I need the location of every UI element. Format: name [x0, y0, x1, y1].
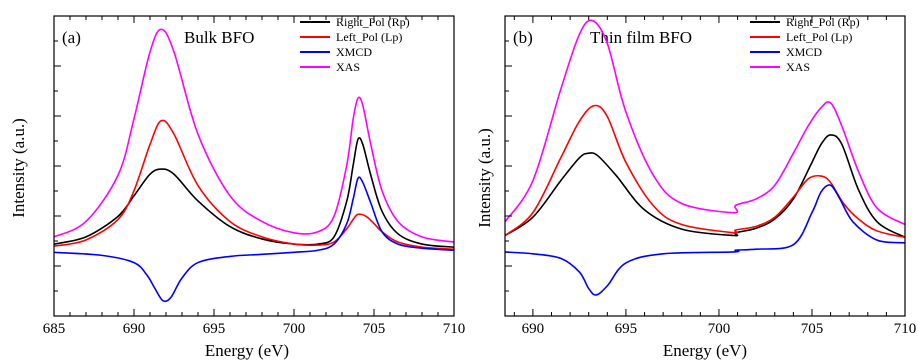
series-line-xas — [54, 29, 454, 242]
x-tick-label: 685 — [43, 321, 66, 337]
panel-b-y-axis-title: Intensity (a.u.) — [475, 128, 494, 228]
series-line-xas — [505, 20, 905, 224]
series-lines — [505, 20, 905, 295]
panel-b-x-axis-title: Energy (eV) — [663, 341, 747, 360]
plot-frame — [54, 16, 454, 316]
x-tick-label: 695 — [615, 321, 638, 337]
x-tick-label: 695 — [203, 321, 226, 337]
panel-b: (b) Thin film BFO Energy (eV) Intensity … — [475, 15, 916, 360]
panel-a: (a) Bulk BFO Energy (eV) Intensity (a.u.… — [9, 15, 465, 360]
panel-a-y-axis-title: Intensity (a.u.) — [9, 118, 28, 218]
legend-label: XMCD — [786, 45, 822, 59]
legend-label: XAS — [336, 60, 360, 74]
legend-label: Right_Pol (Rp) — [786, 15, 860, 29]
x-tick-label: 690 — [123, 321, 146, 337]
legend-label: Left_Pol (Lp) — [786, 30, 852, 44]
legend-label: Left_Pol (Lp) — [336, 30, 402, 44]
series-line-right-pol-rp — [54, 138, 454, 247]
legend-label: XMCD — [336, 45, 372, 59]
plot-frame — [505, 16, 905, 316]
x-tick-label: 700 — [283, 321, 306, 337]
panel-a-x-axis-title: Energy (eV) — [205, 341, 289, 360]
panel-a-title: Bulk BFO — [184, 28, 254, 47]
x-tick-label: 705 — [363, 321, 386, 337]
series-line-left-pol-lp — [505, 105, 905, 237]
x-tick-label: 690 — [522, 321, 545, 337]
panel-a-label: (a) — [62, 28, 81, 47]
legend-label: Right_Pol (Rp) — [336, 15, 410, 29]
x-tick-label: 700 — [708, 321, 731, 337]
x-tick-label: 710 — [443, 321, 466, 337]
series-lines — [54, 29, 454, 301]
x-tick-label: 710 — [894, 321, 917, 337]
series-line-xmcd — [505, 185, 905, 295]
x-tick-label: 705 — [801, 321, 824, 337]
legend-label: XAS — [786, 60, 810, 74]
panel-b-label: (b) — [513, 28, 533, 47]
